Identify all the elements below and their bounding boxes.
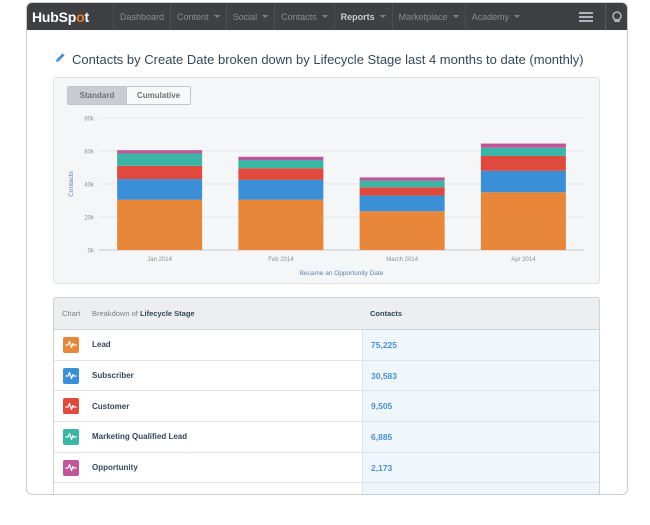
- bar-segment-marketing-qualified-lead: [117, 153, 203, 166]
- chart-mode-toggle: Standard Cumulative: [67, 86, 191, 105]
- bar-segment-customer: [359, 187, 445, 196]
- row-value[interactable]: 9,505: [371, 401, 393, 412]
- nav-item-content[interactable]: Content: [177, 3, 220, 30]
- series-toggle-icon[interactable]: [63, 336, 79, 353]
- report-title-row: Contacts by Create Date broken down by L…: [55, 50, 584, 68]
- row-value[interactable]: 75,225: [371, 339, 397, 350]
- bar-segment-subscriber: [480, 170, 566, 193]
- bar-segment-lead: [359, 211, 445, 250]
- y-tick-label: 80k: [84, 117, 95, 123]
- table-row: Customer 9,505: [54, 391, 599, 423]
- row-value[interactable]: 30,583: [371, 370, 397, 381]
- series-toggle-icon[interactable]: [63, 459, 79, 476]
- x-axis-label: Became an Opportunity Date: [300, 270, 384, 277]
- row-label: Lead: [92, 340, 111, 350]
- bar-segment-lead: [480, 192, 566, 250]
- bar-segment-customer: [480, 155, 566, 171]
- y-tick-label: 0k: [88, 249, 95, 255]
- x-tick-label: March 2014: [386, 257, 418, 263]
- bar-segment-opportunity: [480, 143, 566, 148]
- y-tick-label: 40k: [84, 183, 95, 189]
- chevron-down-icon: [262, 15, 269, 18]
- bar-segment-opportunity: [117, 150, 203, 154]
- nav-item-social[interactable]: Social: [233, 3, 269, 30]
- nav-separator: [170, 3, 172, 30]
- chevron-down-icon: [379, 15, 386, 18]
- bar-segment-subscriber: [117, 179, 203, 200]
- bar-segment-subscriber: [359, 195, 445, 212]
- nav-item-contacts[interactable]: Contacts: [281, 3, 328, 30]
- app-window: HubSpot Dashboard Content Social Contacts Re…: [26, 2, 628, 495]
- user-profile-icon[interactable]: [605, 3, 627, 30]
- table-body: Lead 75,225 Subscriber 30,583 Customer 9,505 M…: [54, 330, 599, 494]
- bar-segment-opportunity: [359, 177, 445, 181]
- table-row: Lead 75,225: [54, 330, 599, 361]
- bar-segment-marketing-qualified-lead: [238, 160, 324, 169]
- cumulative-toggle-button[interactable]: Cumulative: [126, 87, 190, 104]
- bar-segment-customer: [117, 165, 203, 180]
- series-toggle-icon[interactable]: [63, 398, 79, 415]
- bar-segment-customer: [238, 168, 324, 180]
- row-label: Marketing Qualified Lead: [92, 432, 188, 442]
- breakdown-table: Chart Breakdown of Lifecycle Stage Conta…: [53, 297, 600, 494]
- row-value[interactable]: 6,885: [371, 431, 393, 442]
- bar-segment-lead: [117, 199, 203, 250]
- nav-item-dashboard[interactable]: Dashboard: [120, 11, 165, 22]
- nav-item-marketplace[interactable]: Marketplace: [399, 3, 459, 30]
- hamburger-menu-icon[interactable]: [579, 3, 597, 30]
- top-nav: HubSpot Dashboard Content Social Contacts Re…: [27, 3, 627, 30]
- bar-segment-marketing-qualified-lead: [359, 180, 445, 188]
- bar-segment-subscriber: [238, 179, 324, 200]
- row-label: Subscriber: [92, 371, 134, 381]
- nav-separator: [391, 3, 393, 30]
- bar-segment-lead: [238, 199, 324, 250]
- nav-menu: Dashboard Content Social Contacts Reports Mar…: [107, 3, 521, 30]
- header-contacts[interactable]: Contacts: [370, 309, 403, 318]
- nav-item-academy[interactable]: Academy: [472, 3, 521, 30]
- hubspot-logo[interactable]: HubSpot: [32, 8, 89, 25]
- y-axis-label: Contacts: [68, 170, 75, 196]
- header-chart: Chart: [62, 309, 81, 318]
- standard-toggle-button[interactable]: Standard: [68, 87, 126, 104]
- table-row: Marketing Qualified Lead 6,885: [54, 422, 599, 453]
- nav-separator: [113, 3, 114, 30]
- row-label: Opportunity: [92, 463, 138, 473]
- series-toggle-icon[interactable]: [63, 367, 79, 384]
- y-tick-label: 60k: [84, 150, 95, 156]
- y-tick-label: 20k: [84, 216, 95, 222]
- chevron-down-icon: [213, 15, 220, 18]
- page-title: Contacts by Create Date broken down by L…: [72, 51, 584, 67]
- x-tick-label: Apr 2014: [511, 257, 536, 263]
- x-tick-label: Jan 2014: [147, 257, 172, 263]
- pencil-edit-icon[interactable]: [55, 50, 66, 68]
- stacked-bar-chart: 0k 20k 40k 60k 80k Jan 2014 Feb 2014 March 2014…: [68, 117, 584, 277]
- nav-separator: [225, 3, 227, 30]
- nav-separator: [464, 3, 466, 30]
- table-header: Chart Breakdown of Lifecycle Stage Conta…: [54, 298, 599, 330]
- table-row-empty: [54, 483, 599, 494]
- nav-separator: [274, 3, 276, 30]
- row-value[interactable]: 2,173: [371, 462, 393, 473]
- chevron-down-icon: [321, 15, 328, 18]
- chart-panel: 0k 20k 40k 60k 80k Jan 2014 Feb 2014 March 2014…: [53, 77, 600, 284]
- chevron-down-icon: [452, 15, 459, 18]
- nav-separator: [333, 3, 335, 30]
- header-breakdown[interactable]: Breakdown of Lifecycle Stage: [92, 309, 195, 318]
- table-row: Opportunity 2,173: [54, 452, 599, 484]
- row-label: Customer: [92, 401, 130, 411]
- nav-item-reports[interactable]: Reports: [341, 3, 386, 30]
- series-toggle-icon[interactable]: [63, 428, 79, 445]
- table-row: Subscriber 30,583: [54, 360, 599, 392]
- chevron-down-icon: [514, 15, 521, 18]
- bar-segment-opportunity: [238, 156, 324, 161]
- x-tick-label: Feb 2014: [268, 257, 294, 263]
- bar-segment-marketing-qualified-lead: [480, 147, 566, 156]
